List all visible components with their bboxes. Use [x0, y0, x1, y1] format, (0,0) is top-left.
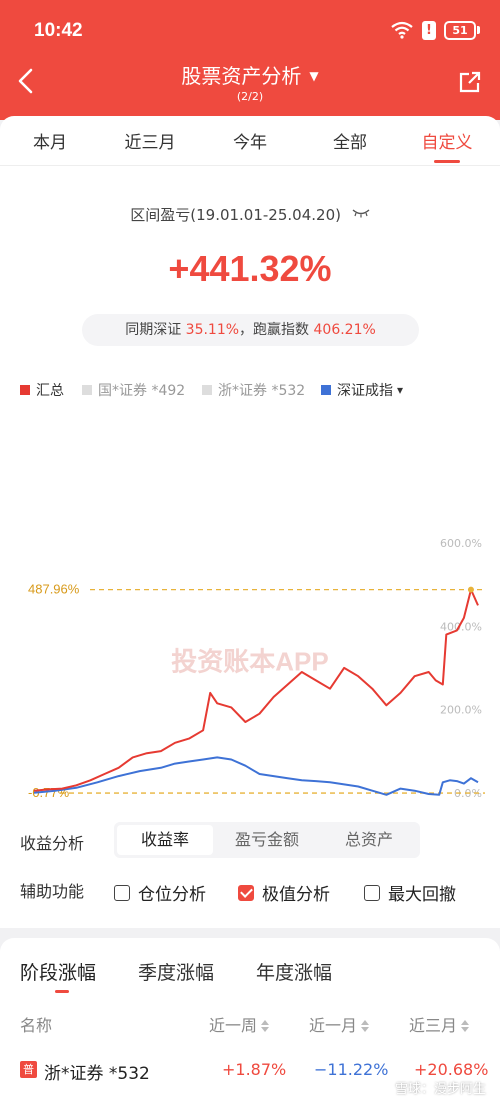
legend-item-total[interactable]: 汇总	[20, 380, 64, 400]
analysis-row: 收益分析 收益率 盈亏金额 总资产	[20, 822, 480, 858]
checkbox-checked-icon	[238, 884, 254, 901]
return-chart-svg: 投资账本APP600.0%400.0%200.0%0.0%-200.0%01-0…	[28, 537, 485, 907]
seg-return-rate[interactable]: 收益率	[117, 825, 213, 855]
tab-period-change[interactable]: 阶段涨幅	[20, 962, 97, 984]
sort-icon	[361, 1020, 370, 1032]
checkbox-icon	[364, 884, 380, 901]
legend-swatch	[202, 385, 212, 395]
page-subtitle: (2/2)	[236, 90, 264, 103]
period-tabs: 本月 近三月 今年 全部 自定义	[0, 116, 500, 166]
analysis-segmented-control: 收益率 盈亏金额 总资产	[114, 822, 420, 858]
legend-item-broker-492[interactable]: 国*证券 *492	[82, 380, 185, 400]
col-name: 名称	[20, 1016, 53, 1035]
compare-index-value: 35.11%	[185, 322, 240, 338]
return-chart: 投资账本APP600.0%400.0%200.0%0.0%-200.0%01-0…	[0, 406, 500, 907]
checkbox-icon	[114, 884, 130, 901]
tab-quarterly-change[interactable]: 季度涨幅	[138, 962, 215, 984]
legend-label: 国*证券 *492	[98, 383, 186, 399]
table-row[interactable]: 普 浙*证券 *532 +1.87% −11.22% +20.68%	[0, 1054, 500, 1094]
page-title-text: 股票资产分析	[181, 64, 302, 88]
account-type-badge: 普	[20, 1061, 37, 1078]
col-month[interactable]: 近一月	[309, 1012, 370, 1036]
y-tick-label: 400.0%	[440, 620, 482, 633]
caret-down-icon[interactable]: ▾	[397, 383, 404, 397]
legend-label: 深证成指	[337, 383, 393, 399]
y-tick-label: 200.0%	[440, 704, 482, 717]
series-line-szse-index	[33, 756, 479, 796]
page-title[interactable]: 股票资产分析 ▼	[0, 60, 500, 89]
app-header: 10:42 ! 51 股票资产分析 ▼ (2/2)	[0, 0, 500, 120]
checkbox-label: 仓位分析	[138, 885, 206, 905]
legend-item-broker-532[interactable]: 浙*证券 *532	[202, 380, 305, 400]
status-bar: 10:42 ! 51	[0, 0, 500, 58]
status-icons: ! 51	[390, 20, 480, 40]
back-icon[interactable]	[14, 66, 38, 96]
tab-custom[interactable]: 自定义	[421, 133, 473, 153]
tab-yearly-change[interactable]: 年度涨幅	[256, 962, 333, 984]
sort-icon	[261, 1020, 270, 1032]
analysis-card: 本月 近三月 今年 全部 自定义 区间盈亏(19.01.01-25.04.20)…	[0, 116, 500, 928]
index-compare-pill: 同期深证 35.11%，跑赢指数 406.21%	[82, 314, 419, 346]
max-marker-label: 487.96%	[28, 582, 80, 597]
table-header: 名称 近一周 近一月 近三月	[0, 1002, 500, 1046]
active-tab-indicator	[434, 160, 460, 163]
legend-swatch	[20, 385, 30, 395]
share-icon[interactable]	[458, 70, 482, 94]
outperform-value: 406.21%	[313, 322, 376, 338]
col-quarter[interactable]: 近三月	[409, 1012, 470, 1036]
sort-icon	[461, 1020, 470, 1032]
col-week-label: 近一周	[209, 1016, 258, 1035]
range-label: 区间盈亏(19.01.01-25.04.20)	[130, 206, 341, 224]
tab-this-year[interactable]: 今年	[233, 133, 267, 153]
chart-legend: 汇总 国*证券 *492 浙*证券 *532 深证成指 ▾	[20, 380, 490, 400]
row-week: +1.87%	[222, 1060, 287, 1079]
range-label-row: 区间盈亏(19.01.01-25.04.20)	[0, 204, 500, 225]
series-line-total	[33, 588, 479, 792]
row-name: 浙*证券 *532	[44, 1064, 150, 1084]
col-week[interactable]: 近一周	[209, 1012, 270, 1036]
legend-item-szse-index[interactable]: 深证成指 ▾	[321, 380, 403, 400]
position-analysis-checkbox[interactable]: 仓位分析	[114, 880, 206, 905]
compare-middle: ，跑赢指数	[239, 322, 310, 338]
chart-watermark: 投资账本APP	[171, 647, 328, 677]
performance-section: 阶段涨幅 季度涨幅 年度涨幅 名称 近一周 近一月 近三月 普 浙*证券 *53…	[0, 938, 500, 1105]
legend-swatch	[82, 385, 92, 395]
col-month-label: 近一月	[309, 1016, 358, 1035]
extreme-analysis-checkbox[interactable]: 极值分析	[238, 880, 330, 905]
max-drawdown-checkbox[interactable]: 最大回撤	[364, 880, 456, 905]
battery-icon: 51	[444, 20, 480, 40]
seg-pnl-amount[interactable]: 盈亏金额	[234, 830, 299, 849]
aux-row: 辅助功能 仓位分析 极值分析 最大回撤	[20, 878, 480, 905]
alert-icon: !	[422, 20, 436, 40]
legend-swatch	[321, 385, 331, 395]
status-time: 10:42	[34, 20, 83, 41]
aux-label: 辅助功能	[20, 882, 85, 901]
col-quarter-label: 近三月	[409, 1016, 458, 1035]
tab-all[interactable]: 全部	[333, 133, 367, 153]
tab-this-month[interactable]: 本月	[33, 133, 67, 153]
battery-level: 51	[444, 20, 476, 40]
active-tab-indicator	[55, 990, 69, 993]
max-point-dot	[467, 586, 474, 593]
seg-total-assets[interactable]: 总资产	[344, 830, 393, 849]
checkbox-label: 最大回撤	[388, 885, 456, 905]
y-tick-label: 600.0%	[440, 537, 482, 550]
analysis-label: 收益分析	[20, 834, 85, 853]
eye-closed-icon[interactable]	[352, 208, 370, 218]
footer-watermark: 雪球：漫步阿生	[394, 1082, 486, 1097]
legend-label: 汇总	[36, 383, 64, 399]
wifi-icon	[391, 21, 413, 39]
row-month: −11.22%	[314, 1060, 389, 1079]
total-return: +441.32%	[168, 248, 332, 289]
caret-down-icon[interactable]: ▼	[309, 69, 319, 83]
checkbox-label: 极值分析	[262, 885, 330, 905]
legend-label: 浙*证券 *532	[218, 383, 306, 399]
row-quarter: +20.68%	[414, 1060, 489, 1079]
tab-three-months[interactable]: 近三月	[124, 133, 176, 153]
compare-prefix: 同期深证	[125, 322, 182, 338]
